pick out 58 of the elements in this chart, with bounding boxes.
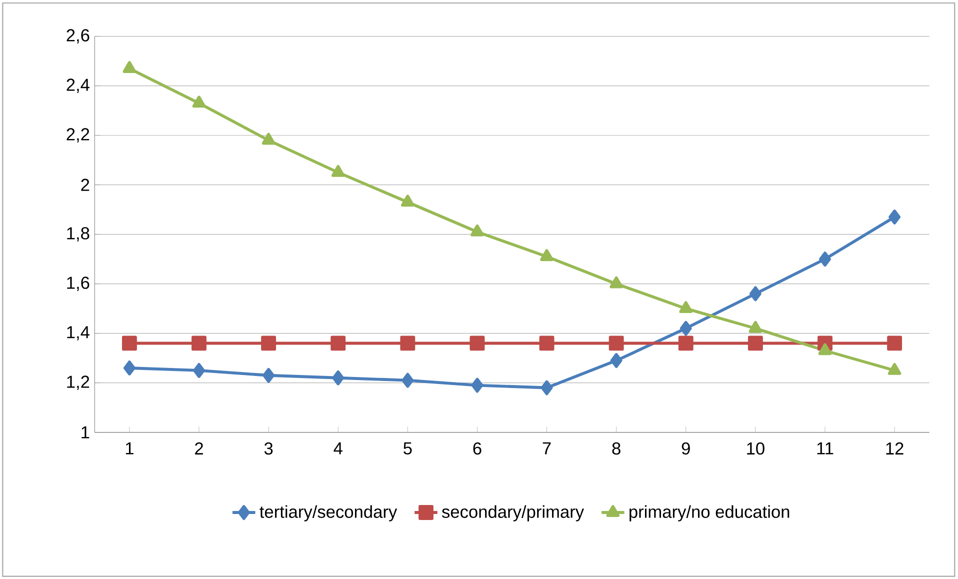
x-tick-label: 1 xyxy=(126,442,134,454)
y-tick-label: 1,2 xyxy=(67,376,90,390)
point xyxy=(540,249,554,262)
point xyxy=(678,336,694,351)
y-tick-label: 2,2 xyxy=(66,128,90,142)
x-tick-label: 8 xyxy=(612,442,620,455)
point xyxy=(888,210,901,224)
point xyxy=(192,336,206,351)
x-tick-label: 7 xyxy=(542,442,551,454)
point xyxy=(748,320,762,333)
point xyxy=(261,336,276,351)
x-tick-label: 9 xyxy=(682,442,690,455)
point xyxy=(540,380,553,396)
point xyxy=(539,336,554,351)
legend-label: primary/no education xyxy=(630,505,790,522)
y-tick-label: 1,6 xyxy=(67,276,90,291)
point xyxy=(887,336,902,351)
y-tick-label: 1,4 xyxy=(67,326,90,340)
point xyxy=(330,336,346,351)
point xyxy=(470,336,485,351)
point xyxy=(679,301,693,314)
point xyxy=(122,336,137,351)
point xyxy=(748,336,763,351)
point xyxy=(818,343,832,356)
point xyxy=(402,372,414,388)
legend-label: secondary/primary xyxy=(442,505,584,522)
point xyxy=(262,132,276,145)
x-tick-label: 5 xyxy=(404,442,412,454)
point xyxy=(470,224,484,236)
x-tick-label: 4 xyxy=(334,442,342,454)
point xyxy=(471,378,484,393)
point xyxy=(123,360,136,376)
point xyxy=(400,336,416,351)
legend-label: tertiary/secondary xyxy=(260,505,398,522)
point xyxy=(610,276,623,288)
point xyxy=(749,286,762,302)
point xyxy=(680,320,692,336)
point xyxy=(819,252,831,267)
x-tick-label: 11 xyxy=(817,442,834,454)
point xyxy=(610,353,622,368)
y-tick-label: 2 xyxy=(81,178,90,191)
point xyxy=(401,194,414,207)
y-tick-label: 2,6 xyxy=(66,29,90,44)
x-tick-label: 3 xyxy=(264,442,273,455)
x-tick-label: 12 xyxy=(886,442,904,454)
point xyxy=(122,61,136,73)
x-tick-label: 6 xyxy=(473,442,482,455)
point xyxy=(332,370,344,386)
point xyxy=(608,336,624,351)
x-tick-label: 10 xyxy=(747,442,764,455)
x-tick-label: 2 xyxy=(195,442,203,454)
y-tick-label: 1,8 xyxy=(67,227,90,242)
y-tick-label: 2,4 xyxy=(66,78,90,93)
y-tick-label: 1 xyxy=(82,426,90,438)
point xyxy=(331,164,345,177)
point xyxy=(193,362,205,378)
point xyxy=(262,368,275,383)
point xyxy=(192,96,206,108)
